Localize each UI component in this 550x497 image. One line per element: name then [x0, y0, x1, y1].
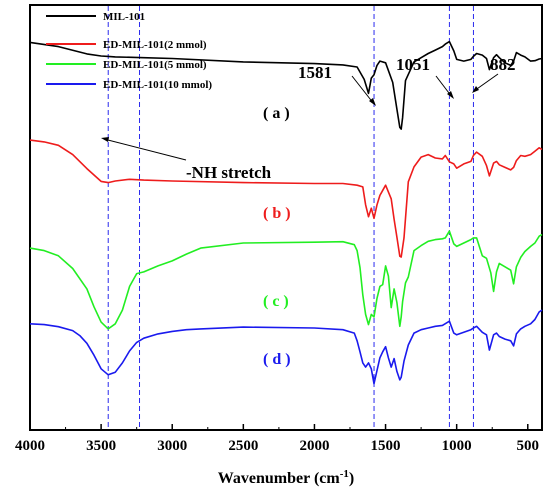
- peak-label-882: 882: [490, 55, 516, 74]
- series-line-ed-mil-101-5-mmol: [29, 230, 543, 330]
- peak-arrowhead-882: [472, 86, 479, 93]
- x-tick-label-500: 500: [517, 438, 540, 454]
- x-axis-title-sup: -1: [340, 468, 349, 480]
- series-tag-a: ( a ): [263, 105, 290, 122]
- x-tick-label-2000: 2000: [299, 438, 329, 454]
- plot-area: 4000 3500 3000 2500 2000 1500 1000 500: [15, 4, 543, 454]
- peak-label-1051: 1051: [396, 55, 430, 74]
- x-tick-label-3500: 3500: [86, 438, 116, 454]
- peak-arrowhead-1051: [447, 91, 454, 99]
- peak-label-1581: 1581: [298, 63, 332, 82]
- series-tag-c: ( c ): [263, 293, 289, 310]
- plot-frame: [29, 4, 543, 431]
- x-tick-label-3000: 3000: [157, 438, 187, 454]
- annotations: 1581 1051 882 -NH stretch: [101, 55, 516, 182]
- legend-label-ed-2mmol: ED-MIL-101(2 mmol): [103, 39, 207, 51]
- series-tags: ( a ) ( b ) ( c ) ( d ): [263, 105, 291, 368]
- x-tick-label-2500: 2500: [228, 438, 258, 454]
- peak-arrow-882: [473, 73, 499, 92]
- series-tag-d: ( d ): [263, 351, 291, 368]
- x-axis-title: Wavenumber (cm-1): [218, 468, 354, 487]
- nh-arrowhead: [101, 137, 109, 142]
- x-axis-title-close: ): [349, 470, 354, 487]
- x-axis-title-main: Wavenumber (cm: [218, 470, 341, 487]
- series-line-mil-101: [29, 40, 543, 130]
- x-tick-label-1500: 1500: [371, 438, 401, 454]
- peak-arrow-1581: [351, 75, 375, 105]
- series-line-ed-mil-101-2-mmol: [29, 139, 543, 258]
- x-tick-label-4000: 4000: [15, 438, 45, 454]
- series-tag-b: ( b ): [263, 205, 291, 222]
- series-line-ed-mil-101-10-mmol: [29, 309, 543, 385]
- x-tick-label-1000: 1000: [442, 438, 472, 454]
- series-layer: [29, 40, 543, 385]
- legend: MIL-101 ED-MIL-101(2 mmol) ED-MIL-101(5 …: [46, 11, 212, 91]
- nh-arrow: [103, 138, 187, 161]
- x-ticks: 4000 3500 3000 2500 2000 1500 1000 500: [15, 424, 539, 454]
- nh-stretch-label: -NH stretch: [186, 163, 272, 182]
- legend-label-mil101: MIL-101: [103, 11, 145, 23]
- reference-lines: [107, 6, 474, 429]
- legend-label-ed-5mmol: ED-MIL-101(5 mmol): [103, 59, 207, 71]
- legend-label-ed-10mmol: ED-MIL-101(10 mmol): [103, 79, 212, 91]
- peak-arrowhead-1581: [369, 98, 376, 106]
